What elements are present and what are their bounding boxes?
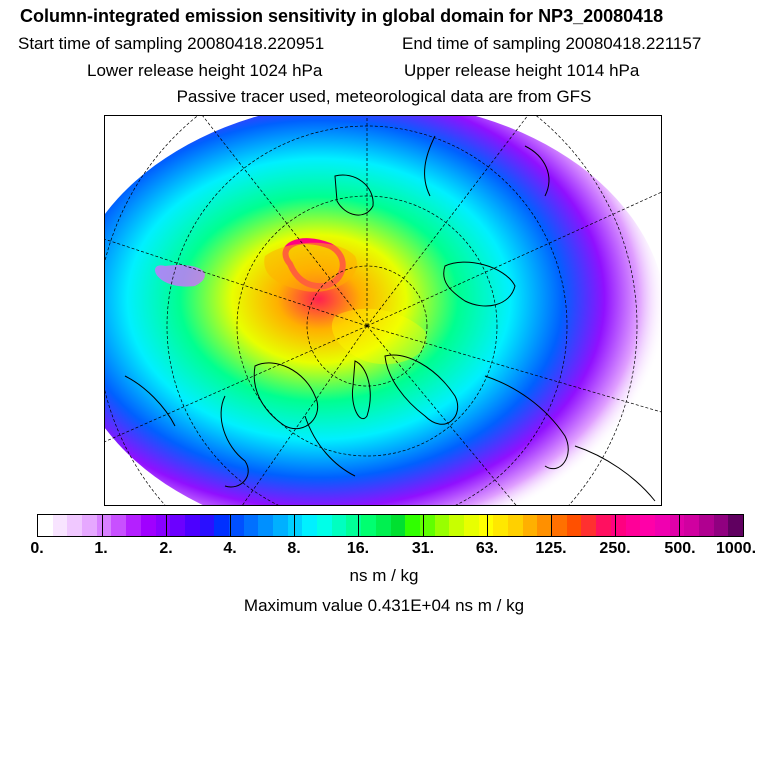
map-title: Column-integrated emission sensitivity i…	[20, 6, 664, 26]
colorbar-segment	[434, 515, 450, 536]
colorbar-segment	[38, 515, 53, 536]
colorbar-tick: 4.	[223, 540, 237, 557]
colorbar-divider	[166, 515, 168, 536]
colorbar-tick: 125.	[535, 540, 567, 557]
colorbar-segment	[140, 515, 156, 536]
colorbar-divider	[230, 515, 232, 536]
colorbar-tick: 31.	[411, 540, 435, 557]
emission-sensitivity-map	[104, 115, 662, 506]
colorbar-tick: 1.	[94, 540, 108, 557]
colorbar-segment	[463, 515, 479, 536]
colorbar-segment	[126, 515, 141, 536]
colorbar-divider	[486, 515, 488, 536]
colorbar-divider	[422, 515, 424, 536]
colorbar-segment	[155, 515, 171, 536]
sensitivity-plume-west	[155, 265, 205, 287]
colorbar-segment	[346, 515, 362, 536]
colorbar-tick: 63.	[475, 540, 499, 557]
colorbar-divider	[102, 515, 104, 536]
colorbar-divider	[294, 515, 296, 536]
colorbar-segment	[419, 515, 435, 536]
coastlines	[124, 135, 656, 502]
end-time-label: End time of sampling 20080418.221157	[402, 34, 702, 53]
colorbar-segment	[361, 515, 376, 536]
colorbar-segment	[698, 515, 714, 536]
colorbar-segment	[52, 515, 68, 536]
colorbar-segment	[82, 515, 97, 536]
colorbar-tick: 0.	[30, 540, 44, 557]
colorbar-segment	[713, 515, 729, 536]
sensitivity-hotspot	[264, 242, 357, 292]
colorbar-segment	[640, 515, 655, 536]
colorbar-segment	[317, 515, 332, 536]
colorbar-segment	[566, 515, 582, 536]
colorbar-segment	[596, 515, 611, 536]
colorbar-segment	[390, 515, 406, 536]
start-time-label: Start time of sampling 20080418.220951	[18, 34, 325, 53]
upper-release-height-label: Upper release height 1014 hPa	[404, 61, 640, 80]
colorbar-segment	[243, 515, 259, 536]
graticule	[105, 116, 661, 505]
colorbar-segment	[199, 515, 215, 536]
colorbar-segment	[552, 515, 567, 536]
sensitivity-field	[105, 116, 661, 505]
colorbar-tick: 250.	[599, 540, 631, 557]
colorbar-segment	[684, 515, 699, 536]
colorbar-segment	[508, 515, 523, 536]
colorbar-segment	[331, 515, 347, 536]
colorbar-segment	[273, 515, 288, 536]
colorbar-segment	[302, 515, 318, 536]
colorbar-tick: 2.	[159, 540, 173, 557]
colorbar-segment	[610, 515, 626, 536]
colorbar-segment	[111, 515, 127, 536]
colorbar-segment	[184, 515, 200, 536]
colorbar-segment	[214, 515, 229, 536]
colorbar-segment	[728, 515, 743, 536]
colorbar-segment	[669, 515, 685, 536]
colorbar-segment	[581, 515, 597, 536]
colorbar-divider	[614, 515, 616, 536]
colorbar-tick: 16.	[346, 540, 370, 557]
colorbar-segment	[537, 515, 553, 536]
maximum-value-label: Maximum value 0.431E+04 ns m / kg	[243, 596, 525, 615]
colorbar-segment	[522, 515, 538, 536]
colorbar-segment	[625, 515, 641, 536]
tracer-note: Passive tracer used, meteorological data…	[176, 87, 592, 106]
colorbar-divider	[678, 515, 680, 536]
colorbar-segment	[228, 515, 244, 536]
colorbar	[37, 514, 744, 537]
colorbar-segment	[405, 515, 420, 536]
sensitivity-central-band	[331, 308, 427, 365]
colorbar-tick: 1000.	[715, 540, 757, 557]
colorbar-unit: ns m / kg	[349, 566, 419, 585]
colorbar-segment	[478, 515, 494, 536]
colorbar-tick: 8.	[287, 540, 301, 557]
colorbar-segment	[493, 515, 508, 536]
colorbar-divider	[358, 515, 360, 536]
polar-projection-map	[105, 116, 661, 505]
colorbar-segment	[375, 515, 391, 536]
lower-release-height-label: Lower release height 1024 hPa	[87, 61, 323, 80]
colorbar-segment	[67, 515, 83, 536]
colorbar-divider	[550, 515, 552, 536]
colorbar-segment	[449, 515, 464, 536]
colorbar-segment	[96, 515, 112, 536]
colorbar-segment	[170, 515, 185, 536]
colorbar-segment	[654, 515, 670, 536]
colorbar-tick: 500.	[664, 540, 696, 557]
colorbar-segment	[258, 515, 273, 536]
